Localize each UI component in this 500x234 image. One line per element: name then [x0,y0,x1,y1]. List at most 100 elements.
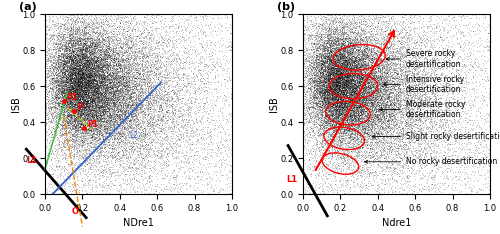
Point [354,106,362,110]
Point [375,57,383,61]
Point [92,66,100,70]
Point [350,92,358,96]
Point [106,114,114,118]
Point [122,40,130,44]
Point [430,37,438,41]
Point [452,185,460,189]
Point [376,128,384,132]
Point [316,74,324,78]
Point [318,99,326,102]
Point [381,77,389,81]
Point [119,118,127,121]
Point [86,73,94,76]
Point [482,44,490,48]
Point [308,106,316,109]
Point [72,124,80,128]
Point [68,53,76,57]
Point [108,35,116,39]
Point [62,40,70,44]
Point [364,80,372,84]
Point [342,73,349,77]
Point [90,98,98,102]
Point [372,145,380,149]
Point [307,100,315,104]
Point [484,191,492,195]
Point [326,84,334,88]
Point [61,91,69,95]
Point [333,38,341,42]
Point [216,154,224,158]
Point [72,133,80,137]
Point [360,59,368,63]
Point [342,99,350,103]
Point [88,99,96,102]
Point [162,28,170,32]
Point [371,101,379,105]
Point [367,85,375,89]
Point [375,128,383,132]
Point [70,90,78,94]
Point [328,140,336,143]
Point [326,130,334,133]
Point [83,71,91,75]
Point [88,104,96,108]
Point [332,142,340,146]
Point [152,98,160,102]
Point [70,157,78,161]
Point [173,102,181,106]
Point [216,64,224,68]
Point [104,57,112,60]
Point [72,57,80,61]
Point [211,70,219,74]
Point [79,47,87,51]
Point [324,61,332,65]
Point [78,136,86,139]
Point [432,61,440,65]
Point [104,22,112,26]
Point [386,117,394,120]
Point [342,37,349,41]
Point [346,28,354,31]
Point [316,103,324,107]
Point [80,99,88,103]
Point [68,96,76,100]
Point [362,64,370,67]
Point [92,82,100,86]
Point [342,156,350,160]
Point [364,138,372,142]
Point [434,62,442,65]
Point [169,157,177,160]
Point [322,68,330,71]
Point [344,69,351,73]
Point [185,95,193,99]
Point [314,116,322,119]
Point [361,102,369,106]
Point [353,115,361,119]
Point [114,103,122,107]
Point [158,37,166,41]
Point [372,62,380,66]
Point [84,22,92,26]
Point [338,51,346,55]
Point [85,88,93,92]
Point [366,123,374,126]
Point [44,112,52,116]
Point [86,56,94,60]
Point [346,95,354,99]
Point [350,119,358,123]
Point [368,80,376,84]
Point [336,81,344,85]
Point [112,97,120,101]
Point [90,121,98,125]
Point [329,120,337,124]
Point [309,57,317,60]
Point [312,64,320,68]
Point [368,97,376,101]
Point [328,68,336,72]
Point [426,74,434,77]
Point [353,111,361,115]
Point [92,109,100,113]
Point [58,70,66,74]
Point [330,71,338,75]
Point [97,74,105,77]
